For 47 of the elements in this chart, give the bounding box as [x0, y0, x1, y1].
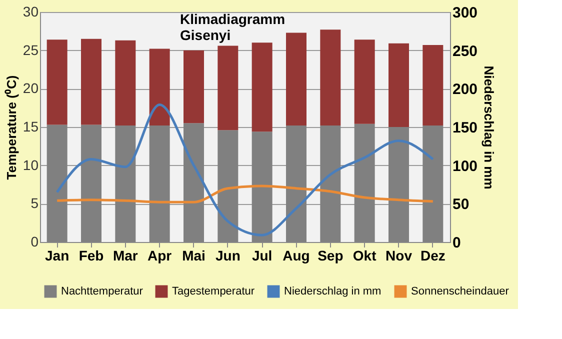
x-tick-label: Jan — [45, 248, 70, 264]
x-tick-label: Apr — [148, 248, 172, 264]
y-tick-label: 30 — [22, 4, 39, 20]
bar — [149, 48, 170, 126]
x-tick-label: Feb — [78, 248, 104, 264]
x-tick-label: Jul — [252, 248, 272, 264]
y-tick-label: 10 — [22, 156, 39, 173]
legend-label: Sonnenscheindauer — [411, 286, 510, 298]
x-tick-label: Jun — [215, 248, 240, 264]
x-tick-label: Sep — [318, 248, 344, 264]
y-tick-label: 0 — [30, 234, 39, 250]
y2-tick-label: 0 — [452, 234, 461, 252]
x-tick-label: Dez — [420, 248, 446, 264]
y-tick-label: 5 — [30, 195, 39, 212]
bar — [354, 40, 375, 124]
y2-tick-label: 100 — [452, 158, 478, 175]
bar — [81, 38, 102, 125]
x-tick-label: Mar — [112, 248, 138, 264]
legend-label: Tagestemperatur — [172, 286, 255, 298]
y2-tick-label: 50 — [452, 196, 470, 214]
bar — [184, 50, 204, 124]
x-tick-label: Okt — [352, 248, 377, 264]
legend-label: Nachttemperatur — [61, 286, 144, 298]
y2-axis-title: Niederschlag in mm — [482, 66, 497, 190]
y-tick-label: 20 — [22, 80, 39, 96]
bar — [286, 32, 306, 126]
x-tick-label: Mai — [182, 248, 206, 264]
y2-tick-label: 250 — [452, 42, 478, 60]
bar — [46, 40, 68, 125]
text: Klimadiagramm Gisenyi — [180, 11, 286, 43]
y2-tick-label: 200 — [452, 81, 478, 98]
y2-tick-label: 150 — [452, 120, 478, 136]
bar — [218, 46, 238, 130]
bar — [320, 30, 341, 126]
bar — [422, 44, 444, 126]
y-tick-label: 25 — [22, 42, 39, 58]
line-series — [56, 104, 434, 236]
bar — [115, 40, 136, 126]
x-tick-label: Nov — [386, 248, 412, 264]
line-series — [56, 184, 434, 204]
y-axis-title: Temperature (⁰C) — [4, 75, 19, 180]
y2-tick-label: 300 — [452, 4, 478, 22]
legend-label: Niederschlag in mm — [284, 286, 382, 298]
bar — [388, 43, 409, 127]
y-tick-label: 15 — [22, 118, 39, 134]
x-tick-label: Aug — [282, 248, 310, 264]
bar — [252, 42, 272, 132]
